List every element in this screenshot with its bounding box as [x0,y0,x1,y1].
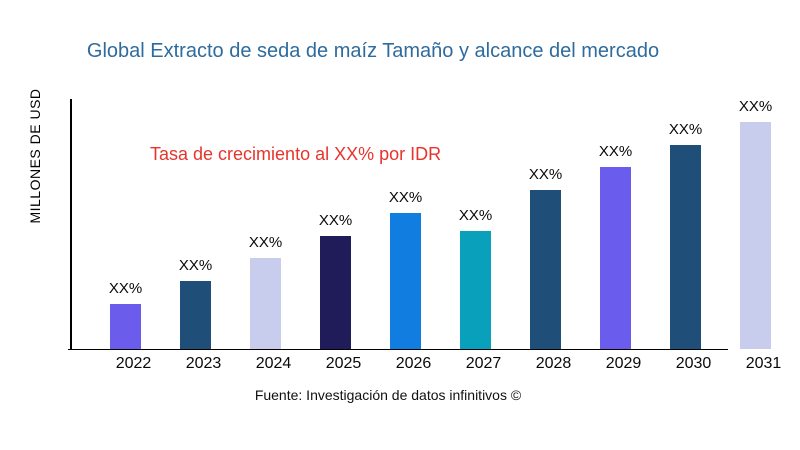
bar-value-label-2025: XX% [318,211,353,229]
bar-value-label-2031: XX% [738,98,773,115]
x-tick-label-2028: 2028 [535,355,572,372]
x-tick-label-2022: 2022 [115,355,152,372]
bar-2023 [180,280,211,349]
bar-2024 [250,258,281,349]
x-tick-label-2024: 2024 [255,355,292,372]
bar-2028 [530,190,561,349]
x-tick-label-2025: 2025 [325,355,362,372]
chart-title: Global Extracto de seda de maíz Tamaño y… [86,40,660,62]
source-text: Fuente: Investigación de datos infinitiv… [254,387,522,403]
x-tick-label-2030: 2030 [675,355,712,372]
bar-value-label-2027: XX% [458,206,493,224]
x-tick-label-2027: 2027 [465,355,502,372]
bar-value-label-2029: XX% [598,143,633,161]
bar-2029 [600,167,631,349]
x-tick-label-2026: 2026 [395,355,432,372]
bar-value-label-2024: XX% [248,234,283,252]
bar-2030 [670,144,701,349]
x-axis-line [68,348,728,350]
growth-rate-annotation: Tasa de crecimiento al XX% por IDR [150,144,442,164]
bar-value-label-2023: XX% [178,256,213,274]
x-tick-label-2029: 2029 [605,355,642,372]
bar-value-label-2026: XX% [388,188,423,206]
bar-value-label-2030: XX% [668,120,703,138]
bar-value-label-2022: XX% [108,279,143,297]
bar-2031 [740,122,771,349]
bar-2027 [460,230,491,349]
x-tick-label-2023: 2023 [185,355,222,372]
bar-2026 [390,212,421,349]
bar-2022 [110,303,141,349]
x-tick-label-2031: 2031 [745,355,782,372]
bar-2025 [320,235,351,349]
bar-value-label-2028: XX% [528,166,563,184]
y-axis-line [70,99,72,350]
